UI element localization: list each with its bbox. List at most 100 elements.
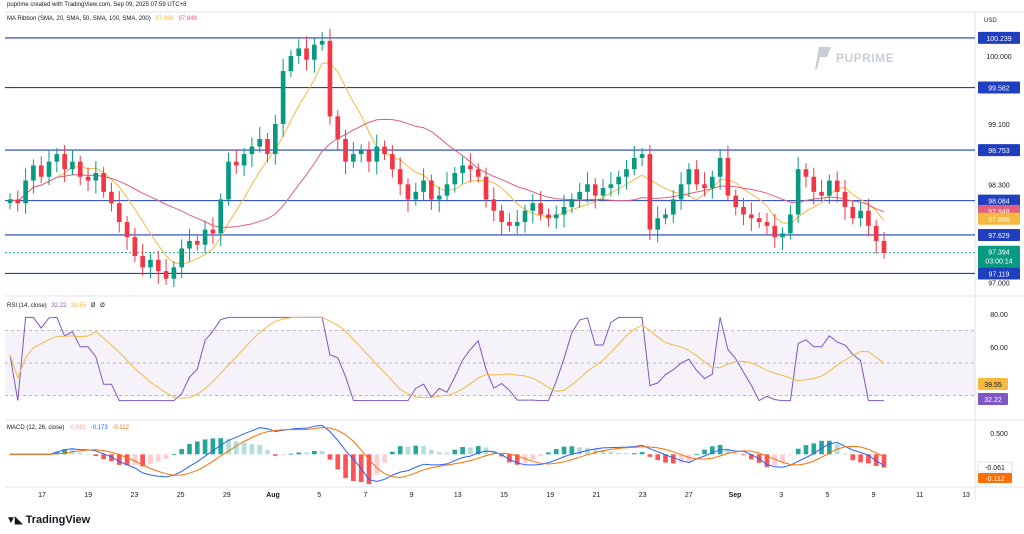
macd-line-value: -0.173 xyxy=(90,425,108,431)
candle-body xyxy=(522,210,528,223)
candle-body xyxy=(218,199,224,234)
macd-histogram-bar xyxy=(647,454,653,457)
macd-histogram-bar xyxy=(124,454,130,466)
candle-body xyxy=(483,176,489,200)
candle-body xyxy=(421,180,426,192)
candle-body xyxy=(811,176,817,192)
ma-ribbon-value-2: 97.948 xyxy=(178,16,197,22)
candle-body xyxy=(538,203,543,215)
macd-histogram-bar xyxy=(530,454,536,460)
candle-body xyxy=(788,214,793,234)
macd-histogram-bar xyxy=(397,446,403,455)
level-tag xyxy=(978,81,1020,94)
time-tick: 21 xyxy=(593,492,601,499)
candle-body xyxy=(850,206,856,219)
time-tick: 17 xyxy=(38,492,46,499)
macd-histogram-bar xyxy=(460,447,465,455)
macd-histogram-bar xyxy=(109,454,114,462)
candle-body xyxy=(592,184,598,196)
candle-body xyxy=(38,165,44,177)
time-tick: 23 xyxy=(131,492,139,499)
rsi-tick: 80.00 xyxy=(990,312,1008,319)
candle-body xyxy=(155,259,161,272)
candle-body xyxy=(405,184,411,200)
macd-legend[interactable]: MACD (12, 26, close) -0.061 -0.173 -0.11… xyxy=(7,425,129,431)
macd-histogram-bar xyxy=(257,444,263,455)
macd-histogram-bar xyxy=(639,452,645,455)
macd-tag xyxy=(978,473,1012,483)
candle-body xyxy=(514,222,520,226)
macd-histogram-bar xyxy=(819,440,824,455)
candle-body xyxy=(678,184,684,200)
macd-histogram-bar xyxy=(585,447,590,455)
candle-body xyxy=(717,157,723,177)
macd-histogram-bar xyxy=(62,449,67,455)
ma-fast-line xyxy=(9,61,885,265)
time-tick: 29 xyxy=(223,492,231,499)
macd-histogram-bar xyxy=(538,454,543,457)
macd-histogram-bar xyxy=(655,454,661,461)
candle-body xyxy=(23,180,28,204)
macd-histogram-bar xyxy=(866,454,871,464)
macd-histogram-bar xyxy=(288,453,294,455)
candle-body xyxy=(577,191,582,200)
candle-body xyxy=(780,233,785,238)
level-label: 97.629 xyxy=(988,233,1010,240)
ma-ribbon-legend[interactable]: MA Ribbon (SMA, 20, SMA, 50, SMA, 100, S… xyxy=(7,16,197,22)
candle-body xyxy=(390,154,395,170)
candle-body xyxy=(140,256,145,268)
candle-body xyxy=(733,195,739,207)
candle-body xyxy=(795,169,801,215)
macd-histogram-bar xyxy=(592,448,598,455)
candle-body xyxy=(608,184,614,189)
candle-body xyxy=(468,165,473,170)
macd-histogram-bar xyxy=(780,454,785,462)
macd-histogram-bar xyxy=(390,451,395,455)
macd-histogram-bar xyxy=(795,448,801,455)
rsi-tag xyxy=(978,393,1008,405)
candle-body xyxy=(233,161,239,166)
macd-histogram-bar xyxy=(553,449,559,455)
candle-body xyxy=(834,180,840,192)
macd-histogram-bar xyxy=(686,454,692,462)
rsi-legend[interactable]: RSI (14, close) 32.22 39.55 Ø Ø xyxy=(7,303,105,309)
puprime-watermark: PUPRIME xyxy=(815,47,894,69)
macd-histogram-bar xyxy=(436,452,442,455)
macd-histogram-bar xyxy=(171,454,177,455)
macd-histogram-bar xyxy=(327,454,333,460)
time-tick: 25 xyxy=(177,492,185,499)
macd-histogram-bar xyxy=(803,445,809,455)
candle-body xyxy=(288,55,294,72)
time-tick: 5 xyxy=(825,492,829,499)
candle-body xyxy=(85,176,91,181)
macd-histogram-bar xyxy=(265,450,270,455)
rsi-tag-label: 32.22 xyxy=(984,397,1002,404)
macd-histogram-bar xyxy=(546,452,551,455)
macd-histogram-bar xyxy=(413,445,419,455)
macd-histogram-bar xyxy=(491,451,497,455)
macd-histogram-bar xyxy=(77,452,83,455)
watermark-text: PUPRIME xyxy=(836,51,895,65)
candle-body xyxy=(702,184,707,189)
macd-hist-value: -0.061 xyxy=(69,425,87,431)
macd-histogram-bar xyxy=(772,454,778,466)
candle-body xyxy=(600,188,606,196)
time-tick: 19 xyxy=(546,492,554,499)
candle-body xyxy=(803,169,809,177)
candle-body xyxy=(273,123,278,155)
macd-histogram-bar xyxy=(827,440,832,455)
macd-histogram-bar xyxy=(202,439,208,455)
tradingview-logo[interactable]: ▼◣ TradingView xyxy=(6,514,90,526)
rsi-tag xyxy=(978,378,1008,390)
candle-body xyxy=(296,48,302,56)
candle-body xyxy=(163,271,169,279)
macd-histogram-bar xyxy=(116,454,122,465)
time-tick: 9 xyxy=(410,492,414,499)
macd-histogram-bar xyxy=(273,454,278,456)
candle-body xyxy=(530,203,536,211)
macd-name: MACD (12, 26, close) xyxy=(7,425,65,431)
tradingview-logo-icon: ▼◣ xyxy=(6,514,23,526)
macd-histogram-bar xyxy=(788,454,793,456)
macd-histogram-bar xyxy=(678,454,684,464)
